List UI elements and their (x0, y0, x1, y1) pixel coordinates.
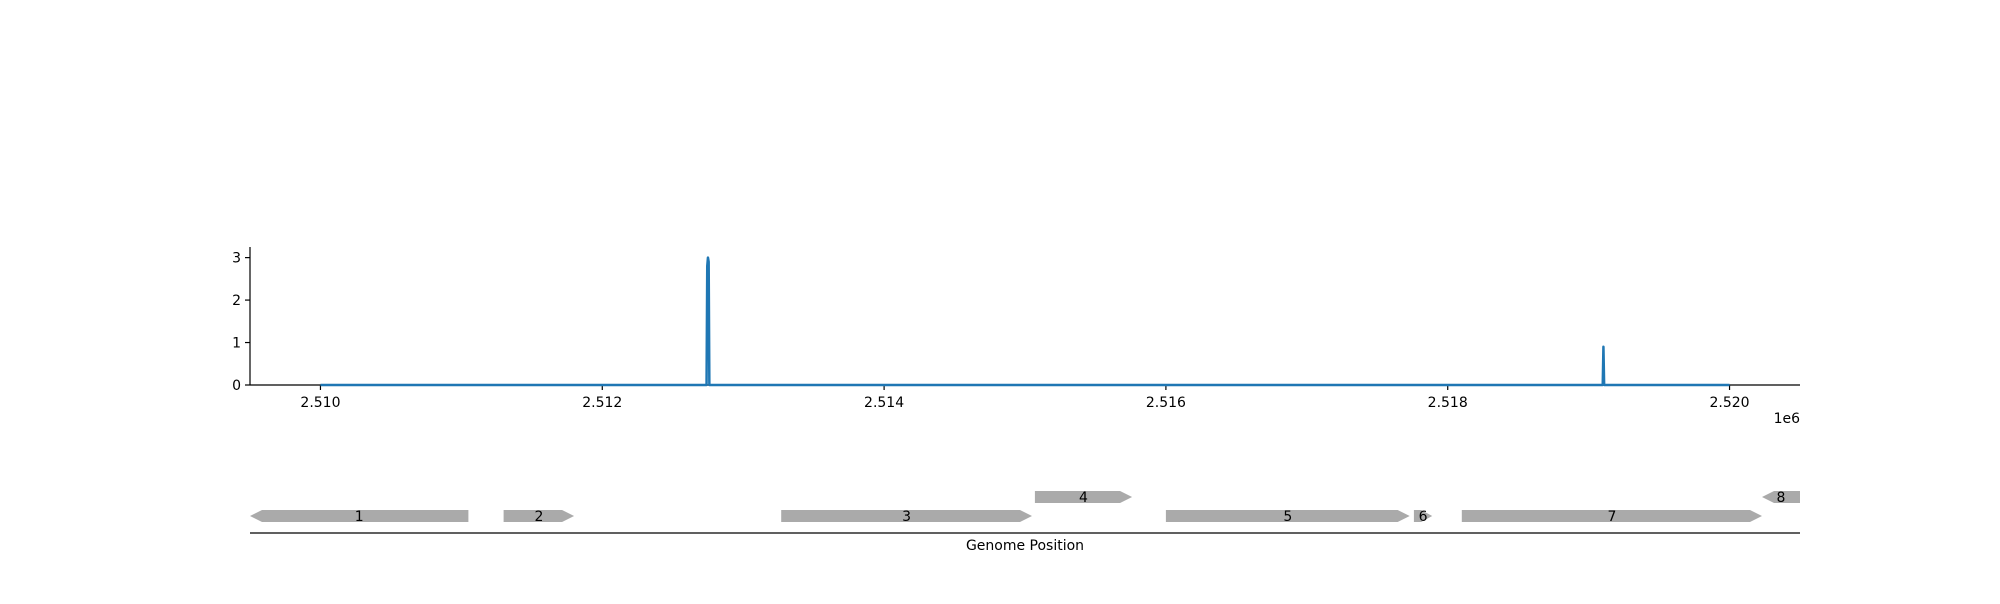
gene-arrow-1 (250, 510, 469, 522)
gene-label-4: 4 (1079, 490, 1088, 506)
y-tick-label: 2 (232, 293, 241, 309)
gene-track-panel: 1 2 3 4 5 6 7 8 Genome Position (250, 490, 1800, 554)
gene-label-3: 3 (902, 509, 911, 525)
gene-label-1: 1 (355, 509, 364, 525)
x-tick-label: 2.520 (1709, 395, 1749, 411)
gene-label-5: 5 (1283, 509, 1292, 525)
gene-arrow-8 (1762, 491, 1800, 503)
gene-arrow-3 (781, 510, 1032, 522)
coverage-panel: 0 1 2 3 2.510 2.512 2.514 2.516 2.518 2.520 1e6 (232, 247, 1800, 427)
gene-label-2: 2 (534, 509, 543, 525)
x-tick-label: 2.510 (300, 395, 340, 411)
gene-arrow-6 (1413, 510, 1433, 522)
y-tick-label: 1 (232, 336, 241, 352)
gene-label-7: 7 (1607, 509, 1616, 525)
y-tick-label: 0 (232, 378, 241, 394)
gene-label-6: 6 (1419, 509, 1428, 525)
y-tick-label: 3 (232, 251, 241, 267)
gene-arrow-4 (1034, 491, 1133, 503)
gene-arrow-7 (1461, 510, 1762, 522)
x-tick-label: 2.512 (582, 395, 622, 411)
gene-label-8: 8 (1777, 490, 1786, 506)
gene-arrows: 1 2 3 4 5 6 7 8 (250, 490, 1800, 525)
coverage-y-ticks: 0 1 2 3 (232, 251, 250, 394)
x-tick-label: 2.516 (1146, 395, 1186, 411)
coverage-x-ticks: 2.510 2.512 2.514 2.516 2.518 2.520 (300, 385, 1750, 411)
x-tick-label: 2.514 (864, 395, 904, 411)
coverage-series-line (320, 256, 1730, 387)
x-tick-label: 2.518 (1428, 395, 1468, 411)
gene-arrow-5 (1165, 510, 1410, 522)
gene-arrow-2 (503, 510, 575, 522)
x-offset-label: 1e6 (1774, 411, 1801, 427)
x-axis-title: Genome Position (966, 538, 1084, 554)
